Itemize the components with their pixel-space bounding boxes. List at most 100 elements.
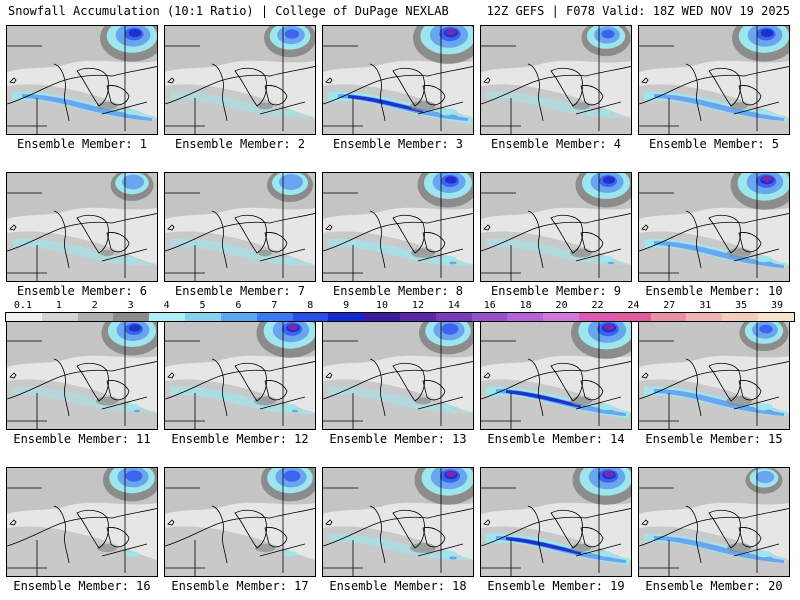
member-map-9 [480, 172, 632, 282]
member-map-15 [638, 320, 790, 430]
colorbar-swatch [722, 313, 759, 321]
snowfall-map [481, 468, 631, 576]
snowfall-map [323, 26, 473, 134]
colorbar-swatch [41, 313, 78, 321]
member-caption: Ensemble Member: 18 [329, 579, 467, 593]
colorbar-label: 4 [163, 300, 170, 311]
header-title: Snowfall Accumulation (10:1 Ratio) | Col… [8, 4, 449, 18]
snowfall-map [165, 173, 315, 281]
colorbar-swatch [113, 313, 150, 321]
colorbar-label: 16 [483, 300, 496, 311]
member-caption: Ensemble Member: 4 [490, 137, 622, 151]
colorbar-swatch [507, 313, 544, 321]
colorbar-swatch [77, 313, 114, 321]
snowfall-map [481, 321, 631, 429]
member-caption: Ensemble Member: 15 [645, 432, 783, 446]
member-map-12 [164, 320, 316, 430]
colorbar-labels: 0.1 1 2 3 4 5 6 7 8 9 10 12 14 16 18 20 22 24 27 31 35 39 [5, 300, 795, 312]
member-caption: Ensemble Member: 20 [645, 579, 783, 593]
member-caption: Ensemble Member: 11 [13, 432, 151, 446]
member-caption: Ensemble Member: 6 [16, 284, 148, 298]
colorbar-swatches [5, 312, 795, 322]
colorbar-label: 2 [91, 300, 98, 311]
colorbar-swatch [399, 313, 436, 321]
snowfall-map [481, 173, 631, 281]
member-map-3 [322, 25, 474, 135]
member-map-7 [164, 172, 316, 282]
member-caption: Ensemble Member: 8 [332, 284, 464, 298]
colorbar-swatch [579, 313, 615, 321]
colorbar-swatch [292, 313, 329, 321]
member-caption: Ensemble Member: 13 [329, 432, 467, 446]
colorbar-label: 8 [307, 300, 314, 311]
colorbar-swatch [758, 313, 794, 321]
colorbar-swatch [543, 313, 579, 321]
member-map-10 [638, 172, 790, 282]
snowfall-map [639, 173, 789, 281]
member-caption: Ensemble Member: 19 [487, 579, 625, 593]
colorbar-label: 18 [519, 300, 532, 311]
member-map-16 [6, 467, 158, 577]
member-caption: Ensemble Member: 3 [332, 137, 464, 151]
snowfall-map [481, 26, 631, 134]
colorbar-label: 1 [55, 300, 62, 311]
colorbar-label: 6 [235, 300, 242, 311]
member-map-20 [638, 467, 790, 577]
colorbar-swatch [686, 313, 723, 321]
member-map-11 [6, 320, 158, 430]
snowfall-map [323, 321, 473, 429]
colorbar-label: 39 [771, 300, 784, 311]
snowfall-map [165, 468, 315, 576]
member-caption: Ensemble Member: 17 [171, 579, 309, 593]
member-map-18 [322, 467, 474, 577]
member-map-2 [164, 25, 316, 135]
member-map-19 [480, 467, 632, 577]
colorbar-label: 24 [627, 300, 640, 311]
colorbar-label: 31 [699, 300, 712, 311]
colorbar-swatch [614, 313, 651, 321]
colorbar-label: 5 [199, 300, 206, 311]
member-map-13 [322, 320, 474, 430]
member-caption: Ensemble Member: 12 [171, 432, 309, 446]
member-caption: Ensemble Member: 2 [174, 137, 306, 151]
member-caption: Ensemble Member: 7 [174, 284, 306, 298]
colorbar-label: 3 [127, 300, 134, 311]
member-caption: Ensemble Member: 9 [490, 284, 622, 298]
snowfall-map [639, 468, 789, 576]
header-valid-time: 12Z GEFS | F078 Valid: 18Z WED NOV 19 20… [486, 4, 790, 18]
snowfall-colorbar: 0.1 1 2 3 4 5 6 7 8 9 10 12 14 16 18 20 22 24 27 31 35 39 [5, 300, 795, 322]
member-map-8 [322, 172, 474, 282]
snowfall-map [165, 321, 315, 429]
colorbar-label: 27 [663, 300, 676, 311]
colorbar-swatch [471, 313, 508, 321]
member-map-17 [164, 467, 316, 577]
colorbar-swatch [149, 313, 186, 321]
member-caption: Ensemble Member: 10 [645, 284, 783, 298]
colorbar-label: 14 [447, 300, 460, 311]
snowfall-map [165, 26, 315, 134]
snowfall-map [639, 321, 789, 429]
snowfall-map [323, 468, 473, 576]
colorbar-swatch [185, 313, 221, 321]
snowfall-map [7, 321, 157, 429]
member-caption: Ensemble Member: 14 [487, 432, 625, 446]
colorbar-swatch [435, 313, 472, 321]
colorbar-swatch [256, 313, 293, 321]
member-map-5 [638, 25, 790, 135]
colorbar-label: 22 [591, 300, 604, 311]
member-map-6 [6, 172, 158, 282]
colorbar-label: 35 [735, 300, 748, 311]
member-caption: Ensemble Member: 16 [13, 579, 151, 593]
member-caption: Ensemble Member: 5 [648, 137, 780, 151]
colorbar-swatch [220, 313, 257, 321]
member-map-1 [6, 25, 158, 135]
colorbar-label: 10 [376, 300, 389, 311]
member-map-14 [480, 320, 632, 430]
snowfall-map [323, 173, 473, 281]
colorbar-label: 12 [411, 300, 424, 311]
colorbar-swatch [328, 313, 365, 321]
member-caption: Ensemble Member: 1 [16, 137, 148, 151]
member-map-4 [480, 25, 632, 135]
colorbar-label: 20 [555, 300, 568, 311]
snowfall-map [7, 173, 157, 281]
